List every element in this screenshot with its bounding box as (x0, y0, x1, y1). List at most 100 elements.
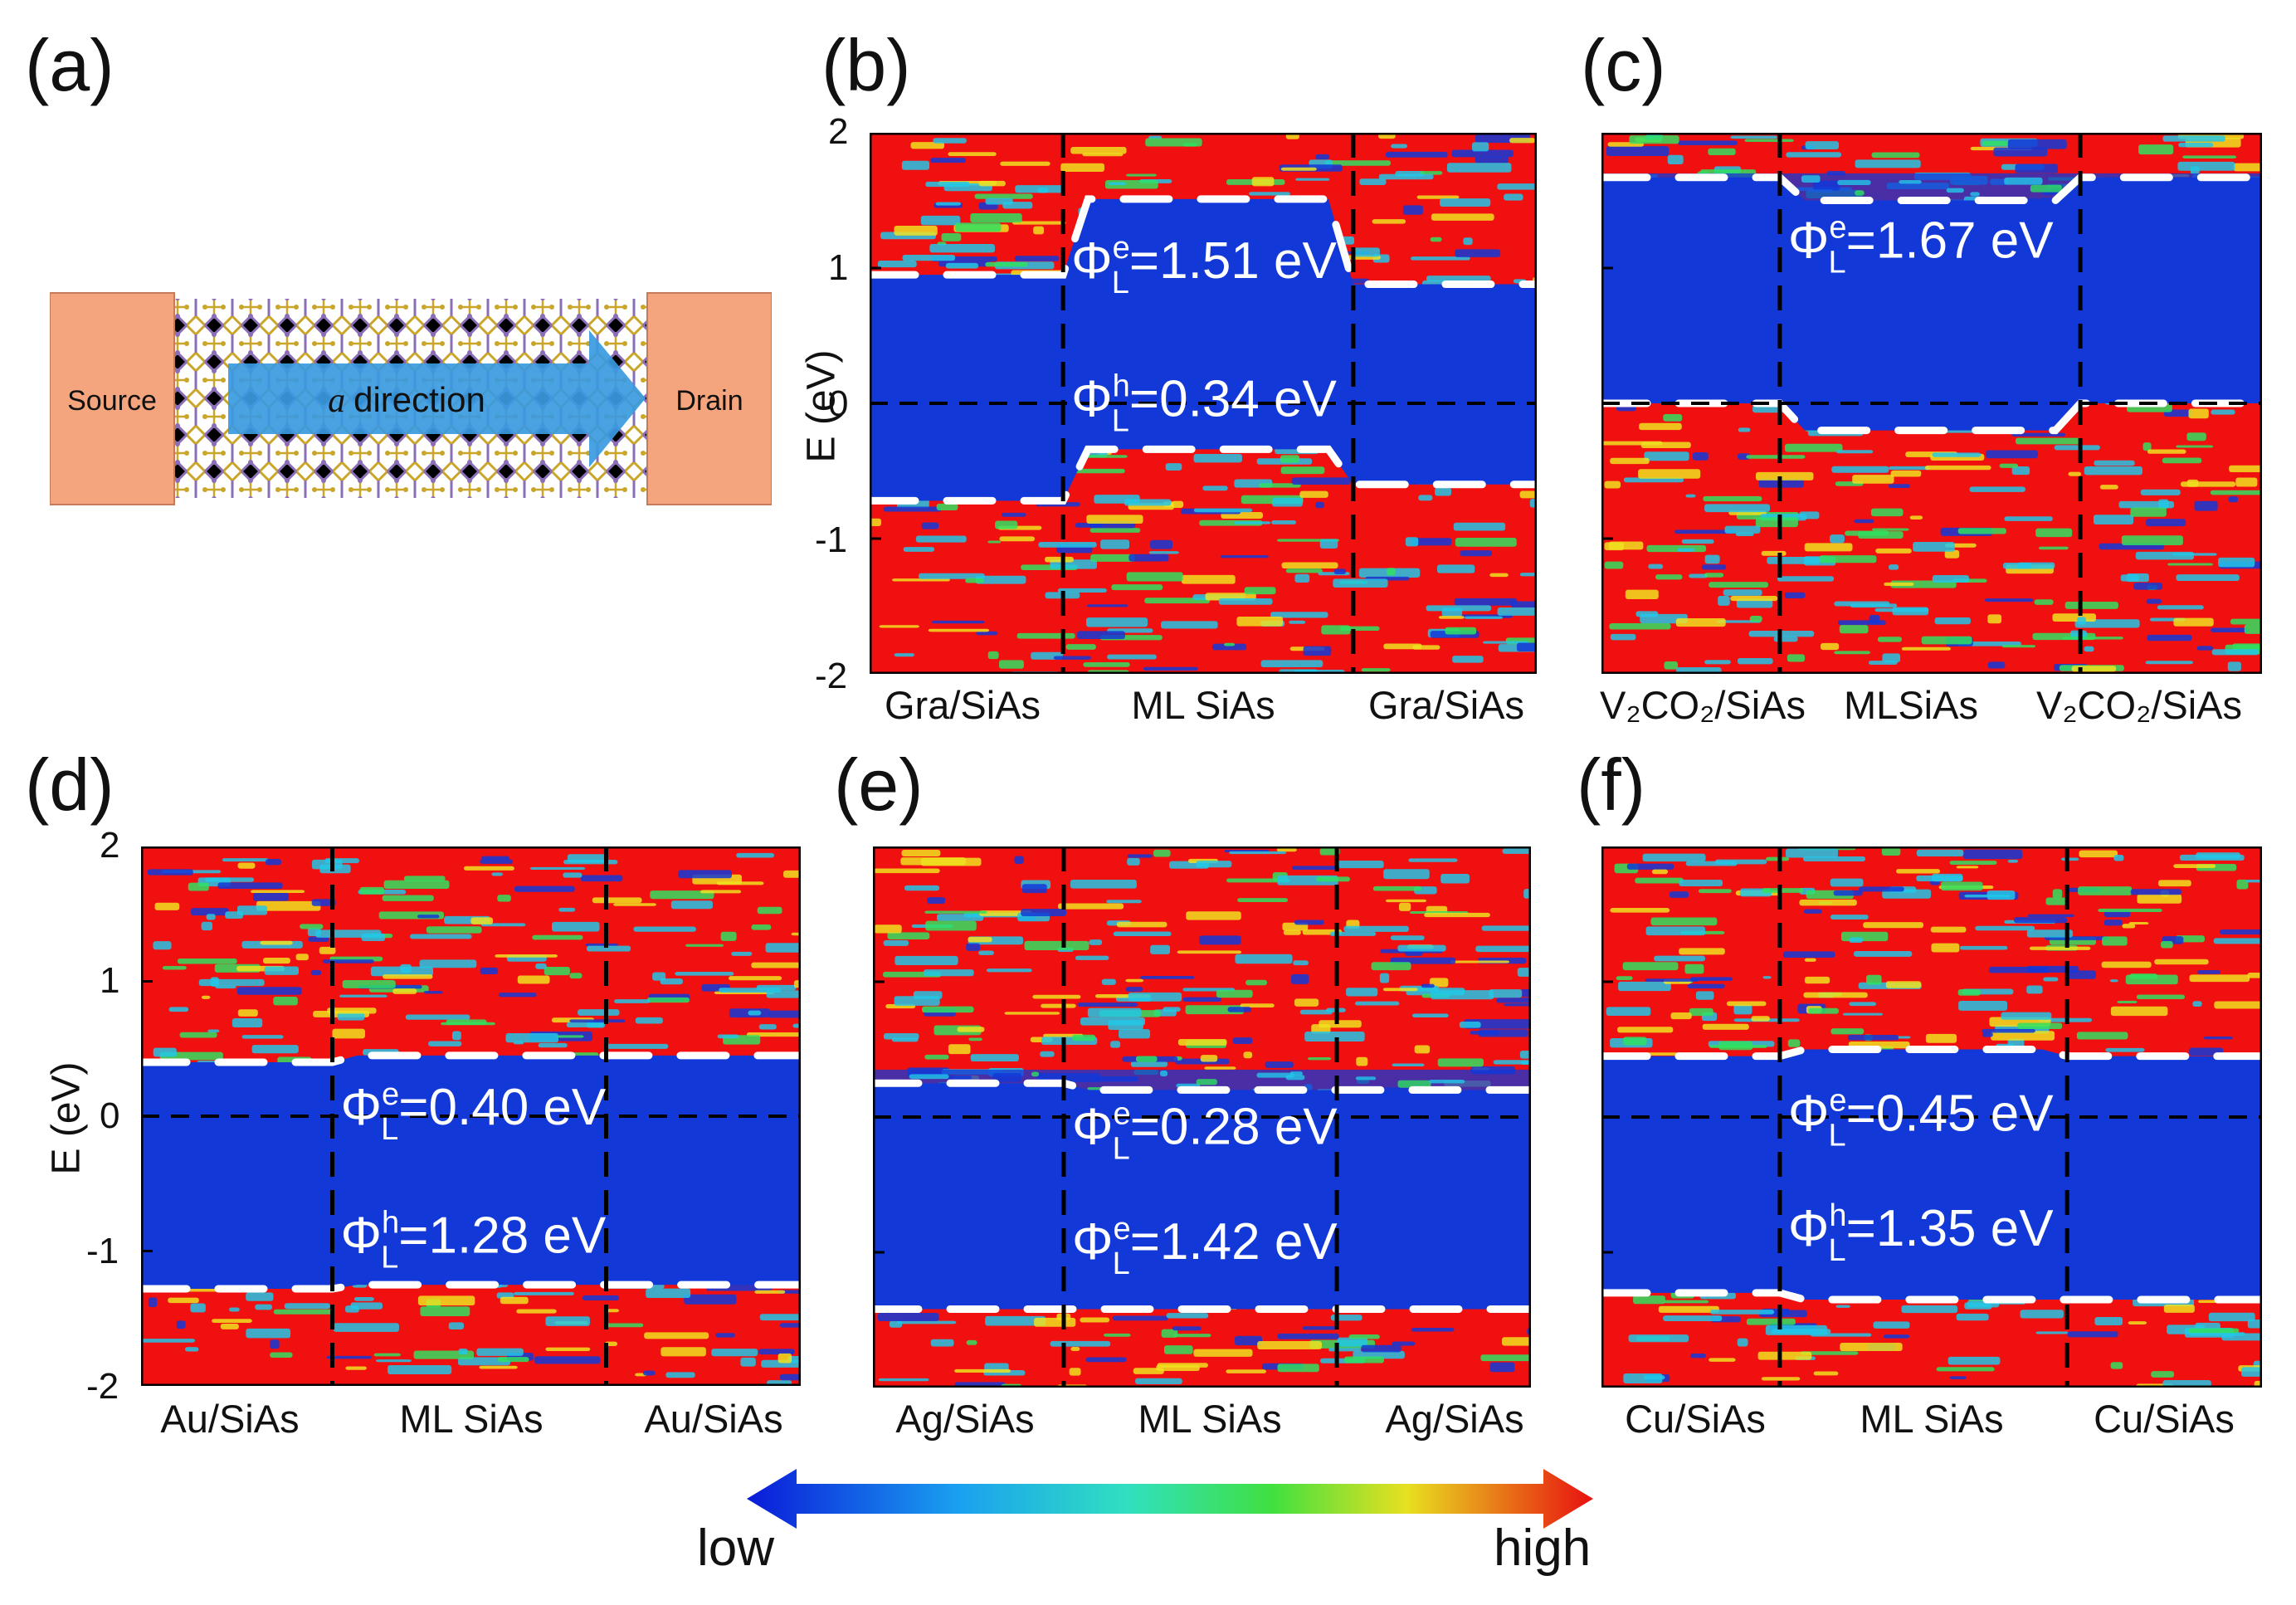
dos-streak (2236, 879, 2249, 890)
dos-streak (1220, 555, 1269, 559)
dos-streak (148, 1297, 158, 1307)
dos-streak (1251, 177, 1275, 187)
dos-streak (215, 985, 236, 989)
dos-streak (1119, 1029, 1151, 1039)
dos-streak (2230, 618, 2262, 625)
dos-streak (1418, 495, 1433, 501)
dos-streak (497, 1357, 529, 1363)
dos-streak (350, 1302, 383, 1310)
dos-streak (1956, 1313, 1989, 1321)
dos-streak (337, 1012, 365, 1021)
dos-streak (1295, 178, 1330, 181)
dos-streak (1101, 978, 1116, 985)
dos-streak (1830, 534, 1845, 544)
dos-streak (936, 503, 958, 510)
dos-streak (2045, 897, 2068, 905)
dos-streak (1451, 149, 1514, 158)
dos-streak (1113, 931, 1172, 937)
dos-streak (986, 968, 1032, 973)
dos-streak (1100, 539, 1130, 549)
dos-streak (534, 1356, 601, 1364)
dos-streak (1359, 178, 1387, 185)
dos-streak (1163, 1345, 1193, 1354)
dos-streak (1156, 1364, 1200, 1371)
dos-streak (1897, 1036, 1911, 1039)
dos-streak (1820, 642, 1840, 651)
dos-streak (273, 1309, 334, 1315)
dos-streak (1199, 935, 1241, 945)
dos-streak (1153, 849, 1171, 857)
dos-streak (1070, 879, 1137, 889)
dos-streak (2244, 624, 2262, 634)
dos-streak (1761, 550, 1787, 556)
annotation-sup: e (1829, 210, 1846, 245)
dos-streak (1800, 1351, 1859, 1355)
dos-streak (1276, 848, 1297, 852)
dos-streak (1356, 1056, 1368, 1066)
dos-streak (382, 895, 434, 901)
dos-streak (1504, 1003, 1531, 1007)
dos-streak (1830, 878, 1864, 887)
dos-streak (646, 1288, 691, 1299)
dos-streak (1916, 875, 1963, 881)
dos-streak (1280, 466, 1325, 475)
dos-streak (2034, 599, 2054, 605)
xlab-e-left: Ag/SiAs (895, 1397, 1035, 1441)
dos-streak (1737, 658, 1773, 665)
dos-streak (295, 954, 309, 961)
dos-streak (1787, 654, 1806, 662)
cbm-edge-line (1601, 1046, 2262, 1061)
dos-streak (1240, 1003, 1275, 1008)
dos-streak (2113, 855, 2124, 861)
dos-streak (1086, 515, 1143, 524)
dos-streak (2026, 985, 2043, 994)
dos-streak (375, 1359, 412, 1363)
dos-streak (1716, 620, 1762, 623)
band-gap-region (870, 198, 1537, 501)
dos-streak (1606, 1007, 1651, 1016)
dos-streak (237, 1009, 258, 1017)
dos-streak (894, 225, 938, 236)
dos-streak (1664, 1300, 1709, 1304)
dos-streak (1391, 144, 1407, 149)
dos-streak (740, 1357, 756, 1367)
dos-streak (1249, 192, 1290, 196)
dos-streak (924, 910, 987, 914)
dos-streak (1244, 587, 1276, 595)
dos-streak (642, 1370, 656, 1376)
dos-streak (563, 872, 583, 878)
dos-streak (220, 1324, 239, 1329)
dos-streak (284, 1303, 330, 1310)
dos-streak (1987, 614, 2002, 624)
dos-streak (2027, 914, 2074, 917)
dos-streak (1044, 556, 1074, 563)
dos-streak (1070, 1346, 1080, 1352)
dos-streak (1958, 1000, 2008, 1011)
dos-streak (1021, 909, 1067, 917)
dos-streak (2128, 1321, 2147, 1324)
dos-streak (479, 1365, 518, 1369)
dos-streak (758, 1024, 777, 1030)
dos-streak (2161, 941, 2173, 949)
dos-streak (716, 881, 764, 885)
dos-streak (923, 969, 974, 977)
dos-streak (1050, 1340, 1111, 1347)
dos-streak (153, 1047, 177, 1057)
dos-streak (1489, 989, 1523, 998)
dos-streak (1034, 1317, 1076, 1327)
dos-streak (1414, 1045, 1431, 1054)
dos-streak (265, 858, 281, 866)
vbm-edge-line (1601, 399, 2262, 435)
dos-streak (1847, 1035, 1899, 1041)
dos-streak (1270, 612, 1328, 618)
dos-streak (333, 1323, 399, 1332)
dos-streak (1521, 988, 1531, 998)
dos-streak (1493, 1060, 1531, 1065)
dos-streak (1453, 522, 1506, 531)
dos-streak (1692, 451, 1709, 461)
dos-streak (1677, 548, 1695, 552)
dos-streak (1766, 856, 1790, 861)
dos-streak (1460, 550, 1493, 557)
xlab-c-left: V₂CO₂/SiAs (1599, 683, 1806, 727)
dos-streak (1471, 142, 1489, 152)
